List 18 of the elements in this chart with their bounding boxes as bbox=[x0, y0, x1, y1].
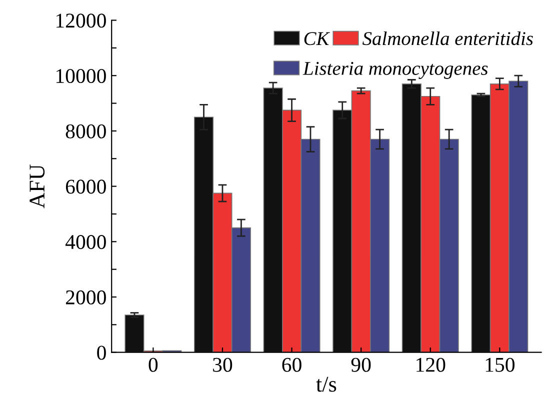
legend-label: CK bbox=[304, 32, 330, 46]
x-tick-label: 120 bbox=[416, 358, 446, 372]
y-tick-label: 12000 bbox=[56, 14, 106, 28]
x-tick-label: 30 bbox=[213, 358, 232, 372]
x-tick-label: 90 bbox=[351, 358, 371, 372]
y-tick-label: 6000 bbox=[66, 180, 106, 194]
x-axis-title: t/s bbox=[316, 376, 336, 392]
x-tick-label: 150 bbox=[486, 358, 515, 372]
y-tick-label: 2000 bbox=[66, 290, 106, 304]
y-tick-label: 4000 bbox=[65, 235, 106, 250]
y-tick-label: 8000 bbox=[66, 124, 106, 138]
y-tick-label: 0 bbox=[97, 346, 106, 360]
y-axis-title: AFU bbox=[30, 164, 45, 208]
x-tick-label: 0 bbox=[148, 358, 158, 372]
legend-label: Listeria monocytogenes bbox=[302, 62, 488, 79]
legend-label: Salmonella enteritidis bbox=[362, 31, 533, 46]
y-tick-label: 10000 bbox=[56, 68, 106, 84]
x-tick-label: 60 bbox=[282, 358, 302, 372]
